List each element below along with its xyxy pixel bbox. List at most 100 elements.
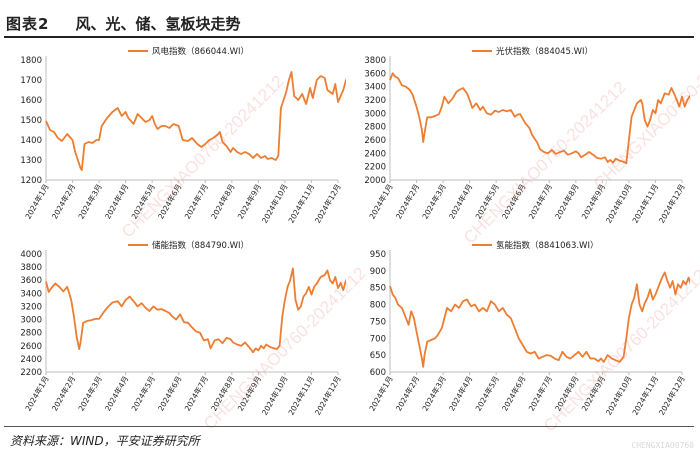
legend-label: 氢能指数（8841063.WI）	[496, 240, 598, 251]
x-tick-label: 2024年2月	[393, 374, 421, 413]
y-tick-label: 3800	[364, 56, 386, 66]
x-tick-label: 2024年5月	[473, 374, 501, 413]
x-tick-label: 2024年5月	[473, 182, 501, 221]
x-tick-label: 2024年4月	[102, 374, 130, 413]
x-tick-label: 2024年10月	[603, 182, 633, 225]
x-tick-label: 2024年2月	[393, 182, 421, 221]
source-note: 资料来源：WIND，平安证券研究所	[10, 434, 200, 448]
y-tick-label: 700	[370, 334, 386, 344]
x-tick-label: 2024年4月	[102, 182, 130, 221]
x-tick-label: 2024年8月	[208, 182, 236, 221]
y-tick-label: 2800	[364, 123, 386, 133]
y-tick-label: 1800	[20, 56, 42, 66]
x-tick-label: 2024年7月	[182, 182, 210, 221]
x-tick-label: 2024年9月	[235, 374, 263, 413]
y-tick-label: 2800	[20, 329, 42, 339]
y-tick-label: 2600	[364, 136, 386, 146]
x-tick-label: 2024年4月	[446, 374, 474, 413]
x-tick-label: 2024年3月	[420, 374, 448, 413]
x-tick-label: 2024年11月	[630, 374, 660, 417]
x-tick-label: 2024年8月	[552, 374, 580, 413]
x-tick-label: 2024年9月	[235, 182, 263, 221]
x-tick-label: 2024年10月	[259, 182, 289, 225]
x-tick-label: 2024年12月	[312, 374, 342, 417]
y-tick-label: 1500	[20, 116, 42, 126]
y-tick-label: 2400	[20, 355, 42, 365]
x-tick-label: 2024年10月	[259, 374, 289, 417]
x-tick-label: 2024年8月	[208, 374, 236, 413]
y-tick-label: 950	[370, 250, 386, 260]
y-tick-label: 3800	[20, 263, 42, 273]
y-tick-label: 2200	[20, 368, 42, 378]
y-tick-label: 1300	[20, 156, 42, 166]
y-tick-label: 2000	[364, 176, 386, 186]
x-tick-label: 2024年7月	[526, 374, 554, 413]
y-tick-label: 3000	[364, 109, 386, 119]
x-tick-label: 2024年1月	[367, 374, 395, 413]
series-line	[389, 271, 690, 368]
x-tick-label: 2024年4月	[446, 182, 474, 221]
y-tick-label: 1700	[20, 76, 42, 86]
x-tick-label: 2024年6月	[499, 374, 527, 413]
x-tick-label: 2024年2月	[49, 182, 77, 221]
x-tick-label: 2024年10月	[603, 374, 633, 417]
solar-index-chart: 2000 2200 2400 2600 2800 3000 3200 3400 3600 3800…	[364, 46, 690, 225]
x-tick-label: 2024年11月	[286, 182, 316, 225]
x-tick-label: 2024年12月	[312, 182, 342, 225]
x-tick-label: 2024年6月	[155, 374, 183, 413]
legend-label: 风电指数（866044.WI）	[152, 46, 249, 57]
y-tick-label: 3200	[20, 302, 42, 312]
y-tick-label: 650	[370, 351, 386, 361]
legend-label: 光伏指数（884045.WI）	[496, 46, 593, 57]
y-tick-label: 900	[370, 267, 386, 277]
y-tick-label: 600	[370, 368, 386, 378]
y-tick-label: 800	[370, 301, 386, 311]
x-tick-label: 2024年2月	[49, 374, 77, 413]
corner-watermark: CHENGXIAO0760	[631, 441, 694, 450]
y-tick-label: 1400	[20, 136, 42, 146]
x-tick-label: 2024年6月	[155, 182, 183, 221]
y-tick-label: 3600	[20, 276, 42, 286]
y-tick-label: 750	[370, 317, 386, 327]
x-tick-label: 2024年3月	[420, 182, 448, 221]
y-tick-label: 4000	[20, 250, 42, 260]
x-tick-label: 2024年9月	[579, 182, 607, 221]
x-tick-label: 2024年1月	[367, 182, 395, 221]
series-line	[45, 71, 346, 171]
x-tick-label: 2024年3月	[76, 182, 104, 221]
series-line	[389, 72, 690, 165]
y-tick-label: 1200	[20, 176, 42, 186]
y-tick-label: 2400	[364, 149, 386, 159]
x-tick-label: 2024年12月	[656, 182, 686, 225]
figure-title: 风、光、储、氢板块走势	[75, 14, 241, 33]
y-tick-label: 3400	[20, 289, 42, 299]
x-tick-label: 2024年5月	[129, 374, 157, 413]
x-tick-label: 2024年7月	[526, 182, 554, 221]
x-tick-label: 2024年1月	[23, 374, 51, 413]
figure-label: 图表2	[6, 14, 50, 33]
x-tick-label: 2024年6月	[499, 182, 527, 221]
y-tick-label: 3600	[364, 69, 386, 79]
x-tick-label: 2024年1月	[23, 182, 51, 221]
footer-rule	[4, 426, 694, 427]
y-tick-label: 3400	[364, 83, 386, 93]
series-line	[45, 267, 346, 354]
y-tick-label: 3000	[20, 316, 42, 326]
storage-index-chart: 2200 2400 2600 2800 3000 3200 3400 3600 3800 4000…	[20, 240, 346, 417]
x-tick-label: 2024年3月	[76, 374, 104, 413]
x-tick-label: 2024年8月	[552, 182, 580, 221]
y-tick-label: 2200	[364, 163, 386, 173]
y-tick-label: 2600	[20, 342, 42, 352]
x-tick-label: 2024年7月	[182, 374, 210, 413]
figure-header: 图表2 风、光、储、氢板块走势	[4, 12, 694, 34]
legend-label: 储能指数（884790.WI）	[152, 240, 249, 251]
x-tick-label: 2024年12月	[656, 374, 686, 417]
y-tick-label: 1600	[20, 96, 42, 106]
y-tick-label: 850	[370, 284, 386, 294]
x-tick-label: 2024年9月	[579, 374, 607, 413]
header-rule	[4, 36, 694, 38]
x-tick-label: 2024年5月	[129, 182, 157, 221]
x-tick-label: 2024年11月	[286, 374, 316, 417]
